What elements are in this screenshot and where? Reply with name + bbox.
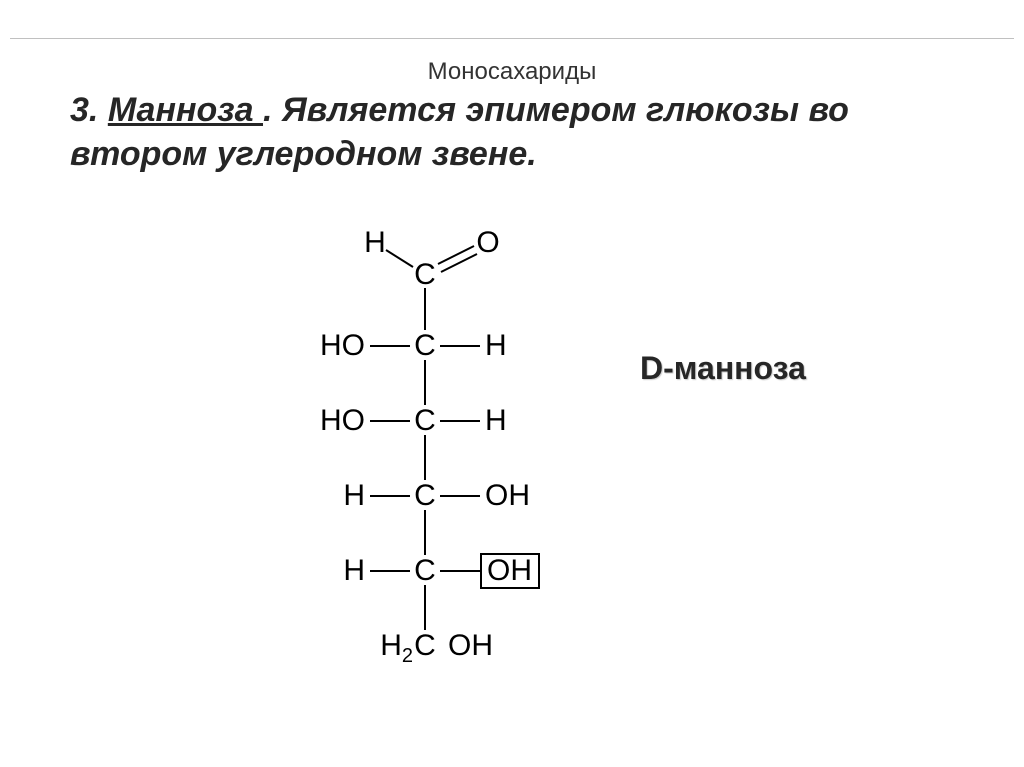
c2-right: H [485, 329, 507, 362]
slide-subtitle: Моносахариды [0, 58, 1024, 86]
ch2oh: H2 [380, 629, 413, 667]
fischer-projection: H C O HO C H HO C H H C OH H C OH H2 C O… [270, 222, 570, 742]
c5-left: H [343, 554, 365, 587]
heading-underlined: Манноза [108, 91, 263, 129]
aldehyde-c: C [414, 258, 436, 291]
c5-right: OH [487, 554, 532, 587]
c6-oh: OH [448, 629, 493, 662]
bond-c1-o-a [438, 246, 474, 264]
bond-h-c1 [386, 250, 413, 267]
c4-left: H [343, 479, 365, 512]
c3: C [414, 404, 436, 437]
c4: C [414, 479, 436, 512]
c2-left: HO [320, 329, 365, 362]
c5: C [414, 554, 436, 587]
aldehyde-h: H [364, 226, 386, 259]
heading-number: 3. [70, 91, 108, 129]
compound-label: D-манноза [640, 350, 806, 387]
horizontal-divider [10, 38, 1014, 39]
c2: C [414, 329, 436, 362]
c6: C [414, 629, 436, 662]
bond-c1-o-b [441, 254, 477, 272]
c3-left: HO [320, 404, 365, 437]
aldehyde-o: O [476, 226, 499, 259]
c4-right: OH [485, 479, 530, 512]
c3-right: H [485, 404, 507, 437]
structure-svg: H C O HO C H HO C H H C OH H C OH H2 C O… [270, 222, 590, 742]
slide-heading: 3. Манноза . Является эпимером глюкозы в… [70, 88, 974, 176]
